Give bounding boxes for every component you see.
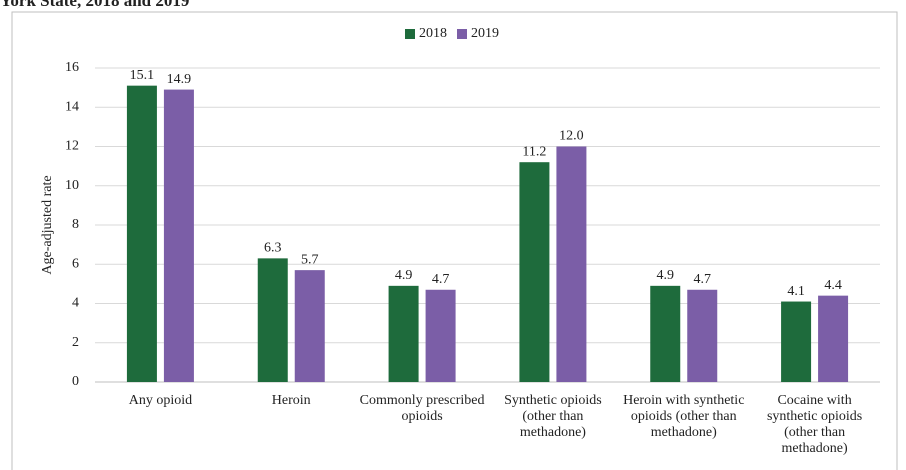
x-tick-label: Any opioid <box>128 393 193 408</box>
x-tick-label: Synthetic opioids (other than methadone) <box>504 393 602 440</box>
value-label: 4.1 <box>787 284 805 299</box>
bar <box>257 258 288 382</box>
value-label: 12.0 <box>559 129 584 144</box>
bar <box>126 85 157 382</box>
value-label: 15.1 <box>130 68 155 83</box>
bar <box>650 285 681 382</box>
x-tick-label: Heroin with synthetic opioids (other tha… <box>623 393 745 440</box>
y-tick-label: 12 <box>65 139 79 154</box>
value-label: 4.7 <box>694 272 712 287</box>
value-label: 14.9 <box>167 72 192 87</box>
value-label: 4.9 <box>395 268 413 283</box>
value-label: 4.9 <box>657 268 675 283</box>
bar <box>519 162 550 382</box>
value-label: 6.3 <box>264 241 282 256</box>
bar <box>818 295 849 382</box>
bar <box>425 289 456 382</box>
bar <box>556 146 587 382</box>
value-label: 11.2 <box>522 144 546 159</box>
y-axis-label: Age-adjusted rate <box>40 175 55 274</box>
chart-frame <box>11 11 898 470</box>
value-label: 5.7 <box>301 252 319 267</box>
y-tick-label: 6 <box>72 256 79 271</box>
x-tick-label: Heroin <box>271 393 311 408</box>
y-tick-label: 2 <box>72 335 79 350</box>
bar <box>687 289 718 382</box>
bar <box>163 89 194 383</box>
y-tick-label: 14 <box>65 99 79 114</box>
y-tick-label: 8 <box>72 217 79 232</box>
x-tick-label: Cocaine with synthetic opioids (other th… <box>766 393 863 456</box>
value-label: 4.7 <box>432 272 450 287</box>
chart-title: York State, 2018 and 2019 <box>0 0 189 10</box>
bar <box>294 270 325 382</box>
legend-label: 2018 <box>419 26 447 41</box>
y-tick-label: 0 <box>72 374 79 389</box>
value-label: 4.4 <box>824 278 842 293</box>
y-tick-label: 16 <box>65 60 79 75</box>
legend-swatch <box>457 29 467 39</box>
bar <box>388 285 419 382</box>
legend-swatch <box>405 29 415 39</box>
legend-label: 2019 <box>471 26 499 41</box>
bar <box>781 301 812 382</box>
x-tick-label: Commonly prescribed opioids <box>359 393 485 424</box>
y-tick-label: 10 <box>65 178 79 193</box>
y-tick-label: 4 <box>72 296 79 311</box>
